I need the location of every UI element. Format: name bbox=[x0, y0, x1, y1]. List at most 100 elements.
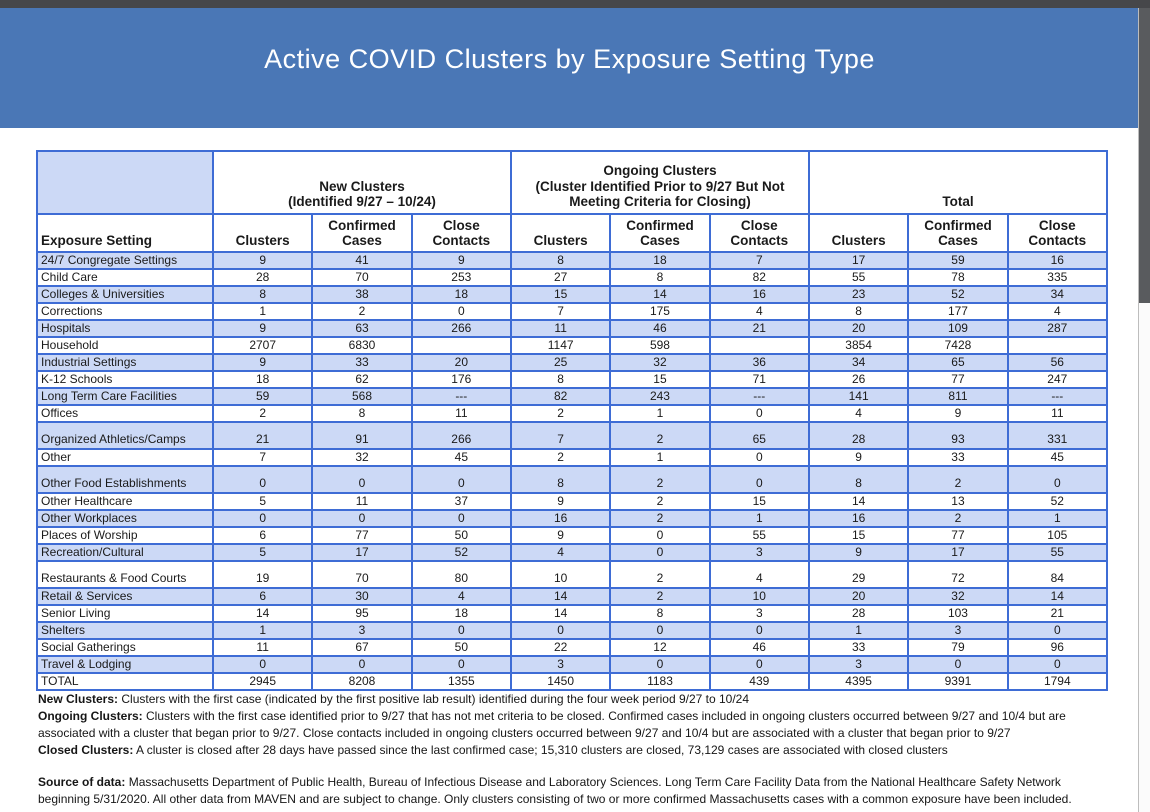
cell: 1 bbox=[609, 448, 711, 467]
group-label: Ongoing Clusters bbox=[603, 163, 717, 179]
footnote-text: A cluster is closed after 28 days have p… bbox=[133, 743, 948, 757]
cell: 15 bbox=[708, 492, 810, 511]
row-label: Corrections bbox=[36, 302, 214, 321]
cell: 5 bbox=[211, 492, 314, 511]
cell: 1 bbox=[807, 621, 910, 640]
cell bbox=[708, 336, 810, 355]
cell: 15 bbox=[609, 370, 711, 389]
cell: 8 bbox=[311, 404, 413, 423]
cell: 18 bbox=[609, 251, 711, 270]
cell: 2707 bbox=[211, 336, 314, 355]
row-label: Social Gatherings bbox=[36, 638, 214, 657]
cell: 0 bbox=[311, 465, 413, 494]
cell: 0 bbox=[410, 655, 512, 674]
subheader-row: Exposure Setting Clusters Confirmed Cases… bbox=[36, 213, 1109, 253]
row-label: Other Healthcare bbox=[36, 492, 214, 511]
cell: 4 bbox=[708, 560, 810, 589]
cell: 4 bbox=[1006, 302, 1109, 321]
cell: 247 bbox=[1006, 370, 1109, 389]
footnote-text: Massachusetts Department of Public Healt… bbox=[38, 775, 1072, 806]
footnotes: New Clusters: Clusters with the first ca… bbox=[38, 691, 1116, 808]
subheader-confirmed-cases: Confirmed Cases bbox=[311, 213, 413, 253]
cell: 21 bbox=[1006, 604, 1109, 623]
cell: 16 bbox=[509, 509, 612, 528]
table-row: Hospitals 9 63 266 11 46 21 20 109 287 bbox=[36, 319, 1109, 338]
cell: 52 bbox=[410, 543, 512, 562]
top-bar bbox=[0, 0, 1150, 8]
cell: 11 bbox=[509, 319, 612, 338]
row-label: Recreation/Cultural bbox=[36, 543, 214, 562]
cell: 11 bbox=[311, 492, 413, 511]
cell: 28 bbox=[211, 268, 314, 287]
cell: 20 bbox=[410, 353, 512, 372]
cell: --- bbox=[410, 387, 512, 406]
cell: 811 bbox=[907, 387, 1009, 406]
cell: --- bbox=[708, 387, 810, 406]
cell: 11 bbox=[410, 404, 512, 423]
cell: 14 bbox=[807, 492, 910, 511]
cell: 0 bbox=[410, 465, 512, 494]
cell: 20 bbox=[807, 319, 910, 338]
row-label: Restaurants & Food Courts bbox=[36, 560, 214, 589]
cell: 34 bbox=[1006, 285, 1109, 304]
cell: 59 bbox=[211, 387, 314, 406]
footnote-lead: Ongoing Clusters: bbox=[38, 709, 143, 723]
cell: 1794 bbox=[1006, 672, 1109, 691]
cell: 41 bbox=[311, 251, 413, 270]
cell: 1355 bbox=[410, 672, 512, 691]
subheader-clusters: Clusters bbox=[807, 213, 910, 253]
scrollbar[interactable] bbox=[1138, 8, 1150, 812]
cell: 18 bbox=[410, 285, 512, 304]
table-row: Retail & Services 6 30 4 14 2 10 20 32 14 bbox=[36, 587, 1109, 606]
footnote-lead: Source of data: bbox=[38, 775, 126, 789]
scrollbar-thumb[interactable] bbox=[1139, 8, 1150, 303]
footnote: New Clusters: Clusters with the first ca… bbox=[38, 691, 1116, 708]
cell: 2 bbox=[609, 465, 711, 494]
table-row: Recreation/Cultural 5 17 52 4 0 3 9 17 55 bbox=[36, 543, 1109, 562]
cell: 2 bbox=[609, 509, 711, 528]
cell: 52 bbox=[907, 285, 1009, 304]
group-header-ongoing-clusters: Ongoing Clusters (Cluster Identified Pri… bbox=[509, 150, 810, 215]
cell: 16 bbox=[807, 509, 910, 528]
cell: 21 bbox=[211, 421, 314, 450]
cell: 78 bbox=[907, 268, 1009, 287]
cell: 2 bbox=[907, 465, 1009, 494]
cell: 13 bbox=[907, 492, 1009, 511]
cell: 3 bbox=[907, 621, 1009, 640]
footnote-lead: New Clusters: bbox=[38, 692, 119, 706]
cell: 1 bbox=[609, 404, 711, 423]
cell: 82 bbox=[509, 387, 612, 406]
cell: 0 bbox=[311, 509, 413, 528]
cell: 70 bbox=[311, 560, 413, 589]
cell: 72 bbox=[907, 560, 1009, 589]
cell: 9 bbox=[509, 492, 612, 511]
row-label: Household bbox=[36, 336, 214, 355]
cell: 50 bbox=[410, 638, 512, 657]
cell: 7 bbox=[211, 448, 314, 467]
cell: 0 bbox=[211, 465, 314, 494]
cell: 46 bbox=[708, 638, 810, 657]
group-label: New Clusters bbox=[319, 178, 405, 194]
group-header-row: New Clusters (Identified 9/27 – 10/24) O… bbox=[36, 150, 1109, 215]
cell: 55 bbox=[1006, 543, 1109, 562]
cell: 0 bbox=[211, 655, 314, 674]
cell: 568 bbox=[311, 387, 413, 406]
cell: 33 bbox=[807, 638, 910, 657]
subheader-clusters: Clusters bbox=[211, 213, 314, 253]
table-row: Places of Worship 6 77 50 9 0 55 15 77 105 bbox=[36, 526, 1109, 545]
table-row: Other Healthcare 5 11 37 9 2 15 14 13 52 bbox=[36, 492, 1109, 511]
row-label: Retail & Services bbox=[36, 587, 214, 606]
cell: 105 bbox=[1006, 526, 1109, 545]
group-header-total: Total bbox=[807, 150, 1109, 215]
cell: 16 bbox=[708, 285, 810, 304]
cell: 33 bbox=[311, 353, 413, 372]
cell: 4 bbox=[708, 302, 810, 321]
cell: 59 bbox=[907, 251, 1009, 270]
cell: 3 bbox=[509, 655, 612, 674]
total-row: TOTAL 2945 8208 1355 1450 1183 439 4395 9391 1794 bbox=[36, 672, 1109, 691]
row-label: Other Food Establishments bbox=[36, 465, 214, 494]
group-sublabel: (Identified 9/27 – 10/24) bbox=[288, 194, 436, 210]
exposure-setting-header: Exposure Setting bbox=[36, 213, 214, 253]
cell: 18 bbox=[410, 604, 512, 623]
cell: 29 bbox=[807, 560, 910, 589]
